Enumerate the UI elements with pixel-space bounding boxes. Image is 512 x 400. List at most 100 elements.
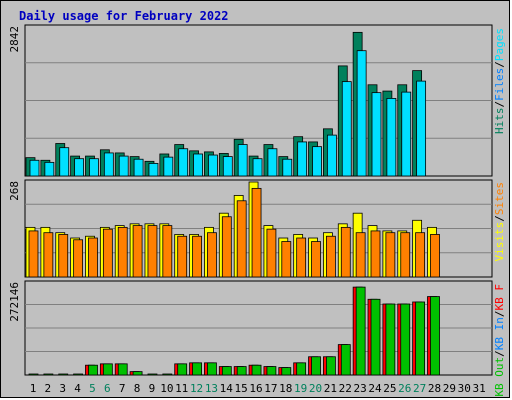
sites-bar	[355, 232, 366, 278]
sites-bar	[177, 235, 188, 278]
kbout-bar	[430, 296, 440, 376]
sites-bar	[415, 232, 426, 278]
x-tick-label: 28	[428, 382, 441, 395]
sites-bar	[340, 226, 351, 278]
x-tick-label: 27	[413, 382, 426, 395]
x-tick-label: 26	[398, 382, 411, 395]
kbout-bar	[221, 366, 232, 376]
pages-bar	[237, 144, 248, 177]
pages-bar	[401, 91, 412, 177]
legend-kb-part: KB In	[493, 317, 506, 350]
legend-kb-part: KB Out	[493, 357, 506, 397]
sites-bar	[281, 241, 292, 278]
sites-bar	[251, 187, 262, 278]
legend-visits-sites: Visits/Sites	[493, 182, 506, 262]
x-tick-label: 30	[458, 382, 471, 395]
y-max-label: 268	[8, 181, 21, 201]
legend-hits-files-pages-part: /	[493, 61, 506, 68]
kbout-bar	[192, 362, 202, 376]
pages-bar	[148, 163, 159, 177]
pages-bar	[222, 156, 233, 177]
kbout-bar	[177, 363, 188, 376]
x-tick-label: 13	[205, 382, 218, 395]
legend-visits-sites-part: Visits	[493, 222, 506, 262]
sites-bar	[102, 228, 113, 278]
kbout-bar	[147, 373, 158, 376]
x-tick-label: 2	[45, 382, 52, 395]
pages-bar	[252, 158, 263, 177]
kbout-bar	[251, 364, 262, 376]
pages-bar	[74, 158, 85, 177]
kbout-bar	[355, 286, 366, 376]
legend-visits-sites-part: Sites	[493, 182, 506, 215]
sites-bar	[311, 241, 321, 278]
kbout-bar	[207, 362, 217, 376]
x-tick-label: 11	[175, 382, 188, 395]
x-tick-label: 10	[160, 382, 173, 395]
x-tick-label: 15	[235, 382, 248, 395]
x-tick-label: 12	[190, 382, 203, 395]
pages-bar	[163, 156, 174, 177]
y-max-label: 272146	[8, 282, 21, 322]
x-tick-label: 25	[383, 382, 396, 395]
kbout-bar	[415, 301, 426, 376]
kbout-bar	[340, 344, 351, 376]
kbout-bar	[102, 363, 113, 376]
kbout-bar	[43, 373, 54, 376]
x-tick-label: 9	[149, 382, 156, 395]
legend-hits-files-pages-part: Pages	[493, 28, 506, 61]
kbout-bar	[370, 298, 381, 376]
pages-bar	[297, 141, 308, 177]
x-tick-label: 31	[472, 382, 485, 395]
kbout-bar	[162, 373, 173, 376]
pages-bar	[282, 158, 293, 177]
sites-bar	[385, 232, 396, 278]
sites-bar	[88, 237, 98, 278]
x-tick-label: 17	[264, 382, 277, 395]
sites-bar	[221, 216, 232, 278]
sites-bar	[117, 226, 128, 278]
legend-visits-sites-part: /	[493, 215, 506, 222]
kbout-bar	[88, 364, 98, 376]
kbout-bar	[28, 373, 39, 376]
sites-bar	[207, 232, 217, 278]
x-tick-label: 24	[368, 382, 382, 395]
x-tick-label: 8	[134, 382, 141, 395]
sites-bar	[43, 232, 54, 278]
x-tick-label: 14	[220, 382, 234, 395]
pages-bar	[341, 81, 352, 177]
sites-bar	[132, 225, 143, 278]
pages-bar	[371, 92, 382, 177]
pages-bar	[416, 80, 427, 177]
sites-bar	[162, 225, 173, 278]
x-tick-label: 20	[309, 382, 322, 395]
sites-bar	[370, 230, 381, 278]
legend-kb-part: /	[493, 311, 506, 318]
legend-kb: KB Out/KB In/KB F	[493, 284, 506, 397]
x-tick-label: 7	[119, 382, 126, 395]
kbout-bar	[266, 366, 277, 376]
legend-hits-files-pages: Hits/Files/Pages	[493, 28, 506, 134]
pages-bar	[29, 159, 40, 177]
legend-hits-files-pages-part: /	[493, 101, 506, 108]
sites-bar	[296, 237, 307, 278]
sites-bar	[266, 228, 277, 278]
pages-bar	[178, 148, 189, 177]
pages-bar	[312, 146, 322, 177]
x-tick-label: 1	[30, 382, 37, 395]
pages-bar	[89, 158, 99, 177]
pages-bar	[133, 158, 144, 177]
kbout-bar	[236, 366, 247, 376]
x-tick-label: 23	[354, 382, 367, 395]
legend-hits-files-pages-part: Files	[493, 68, 506, 101]
kbout-bar	[58, 373, 69, 376]
sites-bar	[400, 232, 411, 278]
sites-bar	[236, 200, 247, 278]
x-tick-label: 5	[89, 382, 96, 395]
pages-bar	[356, 50, 367, 177]
pages-bar	[386, 98, 397, 177]
x-tick-label: 3	[59, 382, 66, 395]
x-tick-label: 19	[294, 382, 307, 395]
sites-bar	[147, 225, 158, 278]
